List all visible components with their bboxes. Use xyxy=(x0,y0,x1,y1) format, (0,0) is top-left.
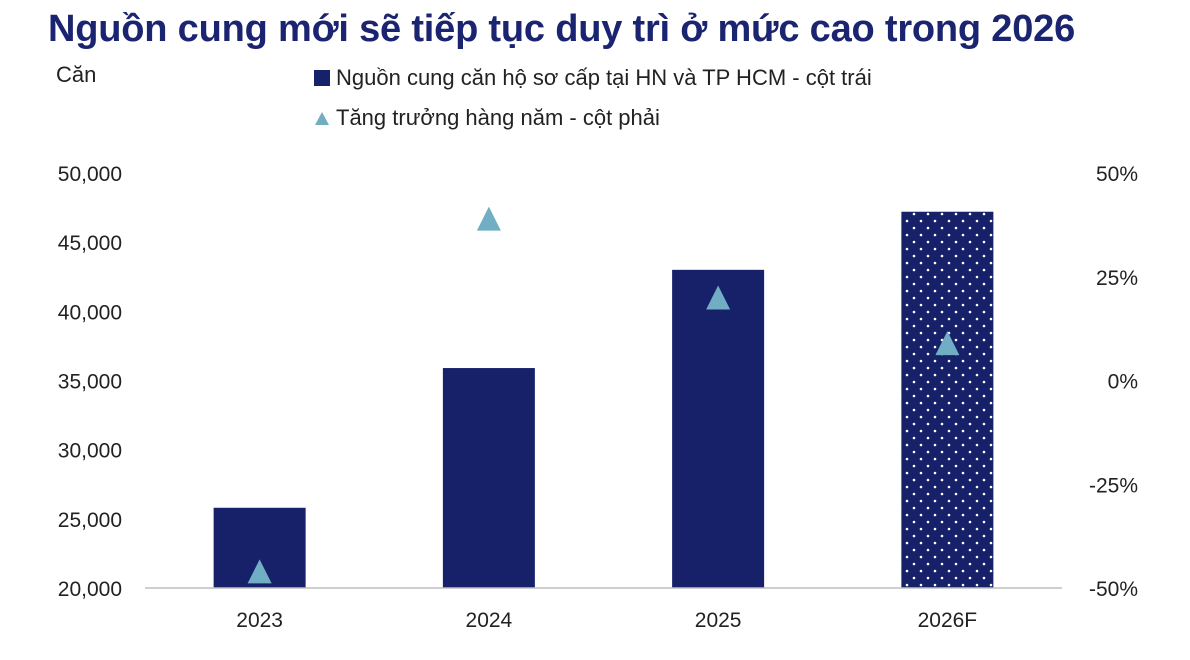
right-axis-tick-label: -25% xyxy=(1089,474,1138,497)
bar-2026f xyxy=(901,211,994,588)
right-axis-tick-label: 25% xyxy=(1096,267,1138,290)
x-axis-tick-label: 2025 xyxy=(695,609,742,632)
x-axis-tick-label: 2026F xyxy=(918,609,978,632)
chart-title: Nguồn cung mới sẽ tiếp tục duy trì ở mức… xyxy=(48,8,1076,50)
left-axis-tick-label: 30,000 xyxy=(58,440,122,463)
legend: Nguồn cung căn hộ sơ cấp tại HN và TP HC… xyxy=(314,64,872,144)
left-axis-tick-label: 40,000 xyxy=(58,301,122,324)
x-axis-tick-label: 2023 xyxy=(236,609,283,632)
left-axis-tick-label: 25,000 xyxy=(58,509,122,532)
growth-marker-2025 xyxy=(706,285,731,310)
legend-supply-label: Nguồn cung căn hộ sơ cấp tại HN và TP HC… xyxy=(336,65,872,90)
right-axis-tick-label: 0% xyxy=(1108,371,1138,394)
legend-growth-label: Tăng trưởng hàng năm - cột phải xyxy=(336,105,660,130)
growth-marker-2026f xyxy=(935,331,960,356)
bar-2025 xyxy=(672,269,765,588)
left-axis-tick-label: 45,000 xyxy=(58,232,122,255)
bar-2024 xyxy=(442,368,535,588)
left-axis-tick-label: 50,000 xyxy=(58,163,122,186)
growth-marker-2024 xyxy=(476,206,501,231)
right-axis-tick-label: 50% xyxy=(1096,163,1138,186)
legend-bar-swatch xyxy=(314,70,330,86)
growth-marker-2023 xyxy=(247,559,272,584)
legend-triangle-swatch xyxy=(314,110,330,126)
x-axis-tick-label: 2024 xyxy=(466,609,513,632)
legend-item-growth: Tăng trưởng hàng năm - cột phải xyxy=(314,104,872,132)
left-axis-tick-label: 35,000 xyxy=(58,371,122,394)
left-axis-tick-label: 20,000 xyxy=(58,578,122,601)
legend-item-supply: Nguồn cung căn hộ sơ cấp tại HN và TP HC… xyxy=(314,64,872,92)
right-axis-tick-label: -50% xyxy=(1089,578,1138,601)
left-axis-unit: Căn xyxy=(56,62,97,87)
